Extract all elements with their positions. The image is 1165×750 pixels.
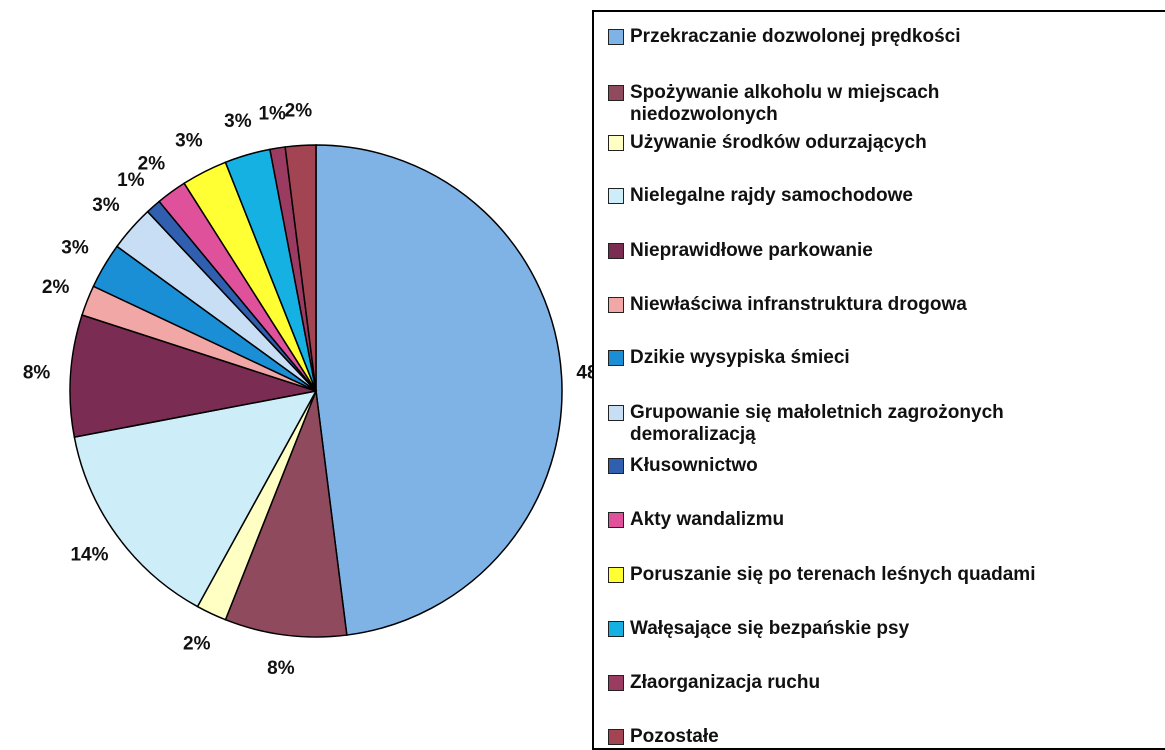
data-label: 3% <box>224 111 252 132</box>
legend-item: Nieprawidłowe parkowanie <box>608 240 1080 262</box>
legend-label: Używanie środków odurzających <box>630 132 927 153</box>
legend-item: Nielegalne rajdy samochodowe <box>608 185 1080 207</box>
legend-swatch <box>608 405 624 421</box>
legend-swatch <box>608 621 624 637</box>
legend-item: Przekraczanie dozwolonej prędkości <box>608 26 1080 48</box>
pie-slice <box>73 389 318 608</box>
legend-swatch <box>608 243 624 259</box>
pie-slice <box>224 390 348 638</box>
legend-item: Pozostałe <box>608 726 1080 748</box>
legend-swatch <box>608 29 624 45</box>
legend-label: Wałęsające się bezpańskie psy <box>630 618 910 639</box>
legend-label: Przekraczanie dozwolonej prędkości <box>630 26 961 47</box>
legend-label: Dzikie wysypiska śmieci <box>630 347 850 368</box>
legend-swatch <box>608 567 624 583</box>
legend-item: Używanie środków odurzających <box>608 132 1080 154</box>
pie-chart: 48%8%2%14%8%2%3%3%1%2%3%3%1%2% <box>23 101 592 679</box>
data-label: 48% <box>576 362 592 383</box>
pie-slice <box>69 314 317 438</box>
data-label: 1% <box>258 103 286 124</box>
legend-item: Niewłaściwa infranstruktura drogowa <box>608 294 1080 316</box>
legend-label: Złaorganizacja ruchu <box>630 672 821 693</box>
legend-label: Grupowanie się małoletnich zagrożonych d… <box>630 402 1004 445</box>
data-label: 3% <box>175 131 203 152</box>
data-label: 14% <box>70 545 108 566</box>
legend-label: Nieprawidłowe parkowanie <box>630 240 873 261</box>
pie-slice <box>315 144 563 636</box>
legend-swatch <box>608 675 624 691</box>
legend-label: Akty wandalizmu <box>630 509 785 530</box>
legend-label: Nielegalne rajdy samochodowe <box>630 185 913 206</box>
legend-item: Spożywanie alkoholu w miejscach niedozwo… <box>608 82 1080 126</box>
legend-item: Akty wandalizmu <box>608 509 1080 531</box>
data-label: 2% <box>285 101 313 122</box>
data-label: 2% <box>42 277 70 298</box>
legend-swatch <box>608 297 624 313</box>
data-label: 8% <box>23 362 51 383</box>
data-label: 3% <box>92 195 120 216</box>
legend-item: Kłusownictwo <box>608 455 1080 477</box>
legend-swatch <box>608 458 624 474</box>
legend-label: Niewłaściwa infranstruktura drogowa <box>630 294 967 315</box>
legend-item: Poruszanie się po terenach leśnych quada… <box>608 564 1080 586</box>
legend-item: Złaorganizacja ruchu <box>608 672 1080 694</box>
legend-label: Poruszanie się po terenach leśnych quada… <box>630 564 1036 585</box>
legend-item: Grupowanie się małoletnich zagrożonych d… <box>608 402 1080 446</box>
legend-item: Dzikie wysypiska śmieci <box>608 347 1080 369</box>
data-label: 1% <box>117 170 145 191</box>
legend-label: Pozostałe <box>630 726 719 747</box>
legend-swatch <box>608 135 624 151</box>
data-label: 2% <box>138 153 166 174</box>
data-label: 3% <box>61 237 89 258</box>
page: 48%8%2%14%8%2%3%3%1%2%3%3%1%2% Przekracz… <box>22 10 1165 750</box>
legend-label: Kłusownictwo <box>630 455 758 476</box>
legend-swatch <box>608 350 624 366</box>
legend-swatch <box>608 85 624 101</box>
legend-swatch <box>608 512 624 528</box>
legend-label: Spożywanie alkoholu w miejscach niedozwo… <box>630 82 940 125</box>
legend-item: Wałęsające się bezpańskie psy <box>608 618 1080 640</box>
pie-slice <box>284 144 317 392</box>
legend: Przekraczanie dozwolonej prędkości Spożyw… <box>592 10 1165 750</box>
data-label: 2% <box>183 633 211 654</box>
legend-swatch <box>608 729 624 745</box>
data-label: 8% <box>267 658 295 679</box>
legend-swatch <box>608 188 624 204</box>
